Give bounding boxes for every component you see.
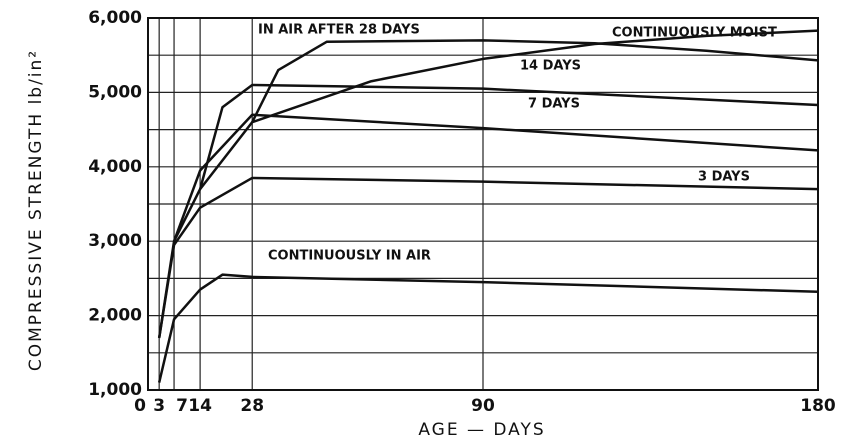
curve — [157, 29, 819, 339]
curve-label: CONTINUOUSLY IN AIR — [268, 249, 431, 264]
curve — [172, 113, 819, 242]
y-axis-label: COMPRESSIVE STRENGTH lb/in² — [26, 49, 46, 371]
y-tick-label: 2,000 — [88, 306, 142, 326]
x-axis-label: AGE — DAYS — [418, 420, 545, 440]
y-tick-label: 4,000 — [88, 157, 142, 177]
x-tick-label: 3 — [153, 396, 165, 416]
curve-label: 14 DAYS — [520, 59, 581, 74]
curve — [198, 83, 819, 190]
x-tick-label: 180 — [800, 396, 836, 416]
x-tick-label: 28 — [240, 396, 264, 416]
curve — [157, 176, 819, 339]
curve — [251, 39, 819, 123]
curve-label: 7 DAYS — [528, 97, 580, 112]
y-tick-label: 3,000 — [88, 231, 142, 251]
x-tick-label: 7 — [176, 396, 188, 416]
x-tick-label: 0 — [134, 396, 146, 416]
y-tick-label: 6,000 — [88, 8, 142, 28]
plot-frame — [147, 17, 819, 391]
curve-label: 3 DAYS — [698, 170, 750, 185]
x-tick-label: 90 — [471, 396, 495, 416]
curve-label: IN AIR AFTER 28 DAYS — [258, 23, 420, 38]
y-tick-label: 1,000 — [88, 380, 142, 400]
curve — [157, 273, 819, 383]
y-tick-label: 5,000 — [88, 82, 142, 102]
curve-label: CONTINUOUSLY MOIST — [612, 26, 777, 41]
x-tick-label: 14 — [188, 396, 212, 416]
